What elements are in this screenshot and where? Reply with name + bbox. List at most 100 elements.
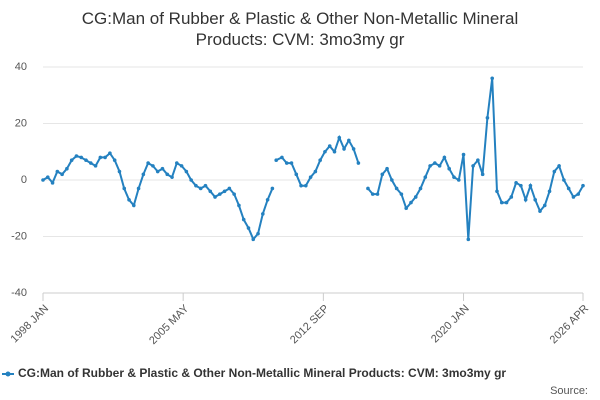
point [571,195,576,199]
point [289,161,294,165]
point [280,155,284,160]
point [294,172,299,177]
legend-marker [5,371,11,377]
point [198,186,203,191]
point [514,181,518,185]
point [41,178,45,182]
y-tick-label: -20 [11,230,27,242]
point [337,135,342,140]
point [576,192,581,196]
point [370,192,375,196]
point [356,161,361,165]
point [79,155,84,160]
point [509,195,514,199]
point [423,175,428,179]
point [136,186,141,191]
point [122,186,127,191]
point [88,161,93,165]
point [261,212,265,216]
x-tick-label: 2026 APR [548,303,592,347]
x-tick-label: 1998 JAN [9,303,52,346]
point [84,158,88,163]
point [437,164,442,168]
point [241,217,246,222]
point [184,169,189,174]
point [447,166,451,171]
x-tick-label: 2020 JAN [429,303,472,346]
x-tick-label: 2005 MAY [147,302,192,347]
y-tick-label: 20 [15,117,27,129]
point [117,169,122,174]
point [542,203,547,208]
point [74,154,79,158]
point [404,206,408,211]
point [323,149,327,154]
point [399,192,404,196]
point [274,158,279,163]
point [547,189,552,194]
point [313,169,318,174]
point [155,169,160,174]
chart-title-text: CG:Man of Rubber & Plastic & Other Non-M… [82,9,519,49]
point [308,175,313,179]
point [65,166,69,171]
point [538,209,542,213]
point [504,200,509,205]
point [246,226,251,230]
point [390,178,394,182]
point [318,158,322,163]
point [394,186,399,191]
point [442,155,447,160]
point [409,200,413,205]
point [112,158,117,163]
point [55,169,60,174]
point [342,147,346,151]
y-tick-label: 0 [21,174,27,186]
line [42,78,584,242]
point [170,175,174,179]
legend-label: CG:Man of Rubber & Plastic & Other Non-M… [18,366,506,380]
point [165,172,170,177]
point [194,183,198,188]
point [179,164,184,168]
point [299,183,303,188]
point [523,197,528,202]
point [327,144,332,148]
point [222,189,227,194]
point [452,175,456,179]
point [189,178,193,182]
point [50,181,55,185]
point [175,161,179,165]
point [562,178,566,182]
point [227,186,232,191]
point [552,169,557,174]
point [237,203,241,208]
point [385,166,389,171]
point [380,172,385,177]
point [332,149,337,154]
point [208,189,213,194]
point [256,231,260,236]
point [127,197,131,202]
point [413,195,418,199]
point [351,147,356,151]
point [566,186,571,191]
point [203,183,208,188]
point [456,178,461,182]
point [533,197,538,202]
point [146,161,150,165]
point [98,155,103,160]
x-tick-label: 2012 SEP [288,303,332,347]
point [466,237,471,242]
y-tick-label: 40 [15,61,27,73]
source: Source: [550,385,588,397]
point [557,164,561,168]
point [461,152,466,157]
point [251,237,256,242]
y-tick-label: -40 [11,287,27,299]
point [418,186,423,191]
point [519,183,523,188]
point [366,186,370,191]
point [347,138,351,143]
